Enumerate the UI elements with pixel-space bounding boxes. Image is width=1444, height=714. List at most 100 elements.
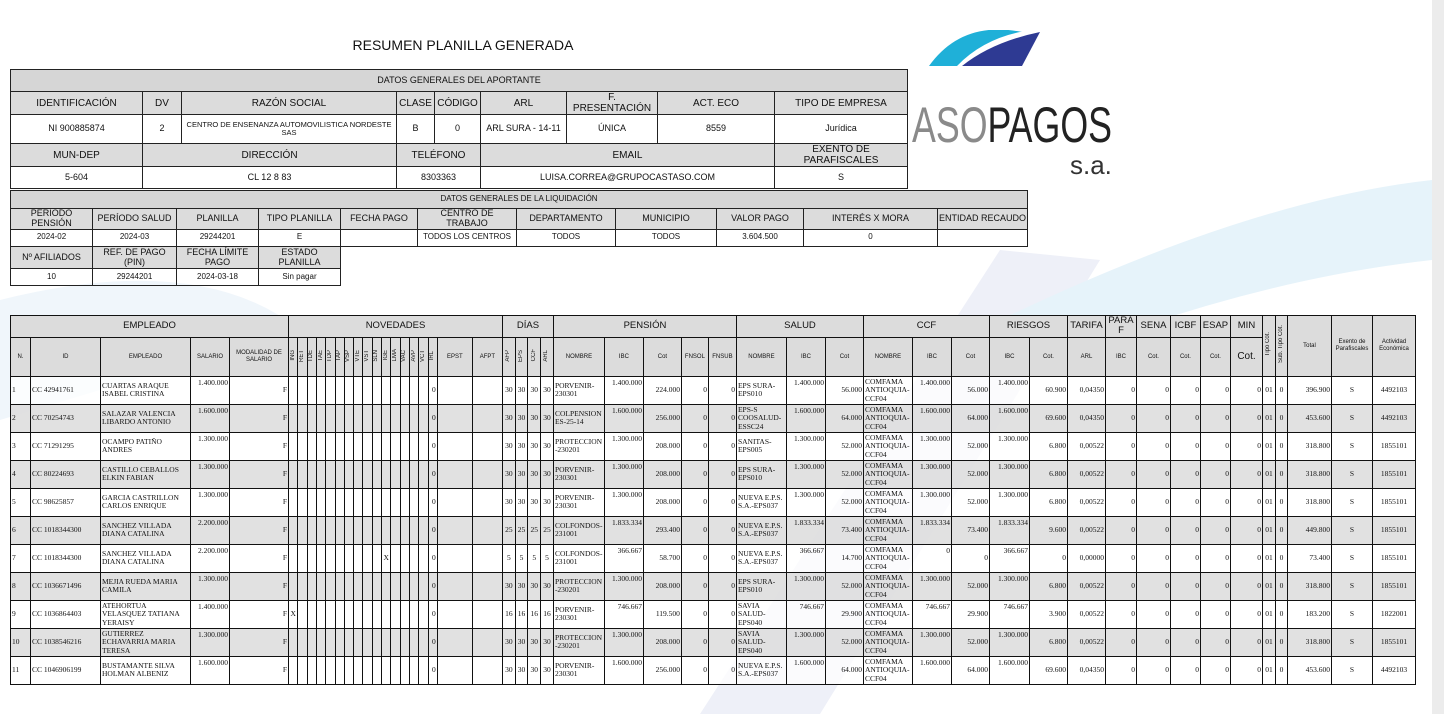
cell-cot: 0 — [1229, 543, 1263, 573]
cell-cot: 69.600 — [1028, 655, 1068, 685]
cell-id: CC 1018344300 — [30, 543, 101, 573]
value-cell: 2024-02 — [10, 228, 93, 247]
cell-ccf: 30 — [527, 375, 542, 405]
cell-fnsol: 0 — [680, 375, 709, 405]
cell-ibc: 746.667 — [603, 599, 644, 629]
cell-cot: 0 — [1169, 487, 1201, 517]
column-header: IBC — [911, 336, 952, 377]
cell-cot: 256.000 — [642, 403, 682, 433]
cell-sub-tipo-cot: 0 — [1274, 571, 1288, 601]
cell-eps: 30 — [514, 571, 529, 601]
cell-vac — [399, 627, 410, 657]
header-cell: Nº AFILIADOS — [10, 246, 93, 269]
cell-ibc: 366.667 — [603, 543, 644, 573]
cell-vct — [418, 459, 429, 489]
cell-afp: 30 — [501, 571, 516, 601]
column-header: ARL — [1066, 336, 1106, 377]
cell-ing — [288, 487, 299, 517]
cell-sln — [371, 403, 383, 433]
column-header: AFPT — [471, 336, 503, 377]
cell-nombre: COMFAMA ANTIOQUIA-CCF04 — [862, 375, 913, 405]
column-header-label: RET — [298, 349, 305, 362]
cell-fnsub: 0 — [707, 403, 737, 433]
employees-table: EMPLEADO NOVEDADES DÍAS PENSIÓN SALUD CCF RIES… — [9, 315, 1417, 685]
cell-cot: 69.600 — [1028, 403, 1068, 433]
cell-sub-tipo-cot: 0 — [1274, 655, 1288, 685]
group-header: NOVEDADES — [288, 315, 503, 338]
cell-exento-de-parafiscales: S — [1330, 627, 1373, 657]
cell-total: 453.600 — [1286, 403, 1332, 433]
cell-lma — [390, 431, 401, 461]
cell-id: CC 70254743 — [30, 403, 101, 433]
cell-tap — [334, 515, 345, 545]
cell-nombre: PORVENIR-230301 — [552, 375, 605, 405]
cell-sln — [371, 655, 383, 685]
cell-arl: 0,00522 — [1066, 515, 1106, 545]
header-cell: CLASE — [396, 91, 435, 115]
cell-cot: 52.000 — [824, 487, 864, 517]
column-header-label: VST — [364, 349, 371, 362]
cell-ccf: 25 — [527, 515, 542, 545]
cell-cot: 0 — [1229, 599, 1263, 629]
cell-cot: 52.000 — [950, 459, 990, 489]
cell-cot: 293.400 — [642, 515, 682, 545]
svg-text:s.a.: s.a. — [1070, 150, 1112, 180]
cell-ret — [297, 655, 308, 685]
cell-ibc: 1.300.000 — [988, 431, 1030, 461]
cell-tipo-cot: 01 — [1261, 375, 1276, 405]
cell-lma — [390, 403, 401, 433]
header-cell: EXENTO DE PARAFISCALES — [773, 143, 909, 167]
cell-eps: 30 — [514, 375, 529, 405]
cell-actividad-econ-mica: 1855101 — [1371, 487, 1417, 517]
column-header: LMA — [390, 336, 401, 377]
cell-salario: 1.300.000 — [190, 571, 230, 601]
cell-salario: 2.200.000 — [190, 543, 230, 573]
cell-salario: 1.600.000 — [190, 655, 230, 685]
cell-tipo-cot: 01 — [1261, 571, 1276, 601]
cell-n: 8 — [10, 571, 31, 601]
table-row: 10 CC 1038546216 GUTIERREZ ECHAVARRIA MARI… — [10, 627, 1417, 657]
cell-tdp — [325, 431, 336, 461]
cell-arl: 0,00522 — [1066, 431, 1106, 461]
cell-irl: 0 — [427, 459, 438, 489]
cell-cot: 0 — [1169, 627, 1201, 657]
cell-ret — [297, 571, 308, 601]
cell-ing — [288, 543, 299, 573]
cell-n: 5 — [10, 487, 31, 517]
cell-nombre: COMFAMA ANTIOQUIA-CCF04 — [862, 403, 913, 433]
column-header: IBC — [603, 336, 644, 377]
cell-tae — [315, 459, 327, 489]
cell-afpt — [471, 655, 503, 685]
cell-cot: 0 — [1229, 627, 1263, 657]
cell-ibc: 1.400.000 — [988, 375, 1030, 405]
cell-tdp — [325, 599, 336, 629]
column-header-label: TAE — [317, 349, 324, 362]
cell-cot: 73.400 — [950, 515, 990, 545]
cell-arl: 30 — [540, 487, 554, 517]
cell-tap — [334, 543, 345, 573]
header-cell: MUNICIPIO — [615, 208, 717, 230]
group-header: DÍAS — [501, 315, 554, 338]
cell-cot: 208.000 — [642, 487, 682, 517]
column-header: IRL — [427, 336, 438, 377]
header-cell: DIRECCIÓN — [142, 143, 397, 167]
cell-actividad-econ-mica: 4492103 — [1371, 655, 1417, 685]
table-row: 5 CC 98625857 GARCIA CASTRILLON CARLOS ENR… — [10, 487, 1417, 517]
header-cell: TIPO PLANILLA — [258, 208, 341, 230]
cell-cot: 0 — [1199, 375, 1231, 405]
cell-sub-tipo-cot: 0 — [1274, 515, 1288, 545]
column-header: IBC — [988, 336, 1030, 377]
cell-tde — [306, 431, 317, 461]
cell-ibc: 1.600.000 — [785, 655, 826, 685]
value-cell: TODOS LOS CENTROS — [417, 228, 517, 247]
cell-nombre: COLFONDOS-231001 — [552, 515, 605, 545]
column-header: SLN — [371, 336, 383, 377]
cell-tdp — [325, 375, 336, 405]
cell-irl: 0 — [427, 487, 438, 517]
cell-sln — [371, 487, 383, 517]
value-cell: TODOS — [516, 228, 616, 247]
cell-afpt — [471, 403, 503, 433]
cell-fnsub: 0 — [707, 571, 737, 601]
cell-sln — [371, 543, 383, 573]
cell-vct — [418, 403, 429, 433]
